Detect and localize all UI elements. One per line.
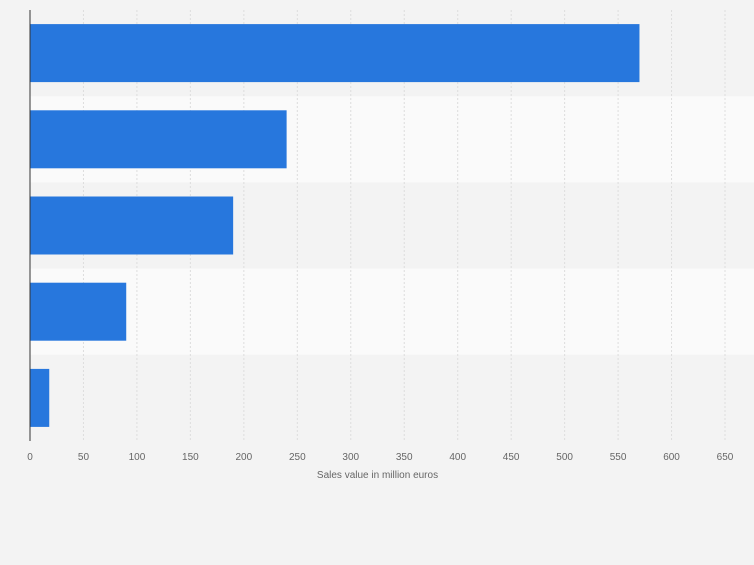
x-tick-labels: 0 50 100 150 200 250 300 350 400 450 500 550 600 650 [27, 452, 734, 463]
x-tick-label: 450 [503, 452, 520, 463]
x-tick-label: 550 [610, 452, 627, 463]
x-tick-label: 500 [556, 452, 573, 463]
x-tick-label: 100 [129, 452, 146, 463]
bar [30, 110, 287, 169]
row-bands [30, 10, 754, 441]
row-band [30, 268, 754, 355]
bar [30, 196, 234, 255]
x-tick-label: 150 [182, 452, 199, 463]
x-tick-label: 650 [717, 452, 734, 463]
bar [30, 282, 127, 341]
x-tick-label: 350 [396, 452, 413, 463]
x-axis-label: Sales value in million euros [317, 470, 438, 481]
x-tick-label: 400 [449, 452, 466, 463]
x-tick-label: 250 [289, 452, 306, 463]
bars [30, 24, 640, 427]
x-tick-label: 0 [27, 452, 33, 463]
row-band [30, 354, 754, 441]
x-tick-label: 600 [663, 452, 680, 463]
x-tick-label: 300 [342, 452, 359, 463]
bar [30, 368, 50, 427]
x-tick-label: 50 [78, 452, 90, 463]
bar [30, 24, 640, 83]
x-tick-label: 200 [236, 452, 253, 463]
